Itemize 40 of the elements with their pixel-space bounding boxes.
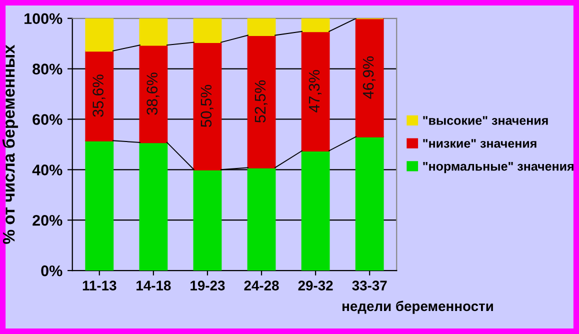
y-tick-label: 80% — [32, 64, 62, 74]
legend-label: "низкие" значения — [423, 139, 536, 148]
data-label: 52,5% — [254, 80, 268, 123]
data-label: 46,9% — [362, 56, 376, 99]
data-label: 50,5% — [200, 84, 214, 128]
x-axis-title: недели беременности — [342, 300, 493, 314]
bar — [355, 136, 384, 271]
bar — [85, 18, 114, 52]
y-tick-label: 0% — [41, 265, 62, 276]
x-tick-label: 24-28 — [244, 280, 279, 290]
legend-label: "высокие" значения — [423, 116, 548, 125]
bar — [139, 142, 168, 271]
y-tick-label: 100% — [24, 13, 62, 24]
bar — [85, 50, 114, 142]
bar — [193, 18, 222, 44]
x-tick-label: 11-13 — [82, 280, 116, 290]
legend-label: "нормальные" значения — [423, 162, 574, 174]
bar — [247, 34, 276, 168]
x-tick-label: 33-37 — [352, 280, 387, 290]
bar — [247, 166, 276, 271]
x-tick-label: 19-23 — [190, 280, 225, 290]
bar — [139, 44, 168, 144]
bar — [301, 18, 330, 32]
bar — [247, 18, 276, 36]
y-tick-label: 40% — [32, 164, 62, 176]
data-label: 38,6% — [146, 72, 160, 115]
bar — [355, 18, 384, 138]
bar — [301, 150, 330, 271]
data-label: 47,3% — [308, 70, 322, 112]
bar — [193, 42, 222, 170]
bar — [85, 140, 114, 271]
bar — [139, 18, 168, 46]
x-tick-label: 14-18 — [136, 280, 171, 290]
y-tick-label: 20% — [32, 214, 62, 226]
bar — [301, 30, 330, 152]
data-label: 35,6% — [92, 74, 106, 117]
bar — [193, 168, 222, 271]
x-tick-label: 29-32 — [298, 280, 333, 290]
y-tick-label: 60% — [32, 114, 62, 125]
y-axis-title: % от числа беременных — [2, 44, 18, 244]
